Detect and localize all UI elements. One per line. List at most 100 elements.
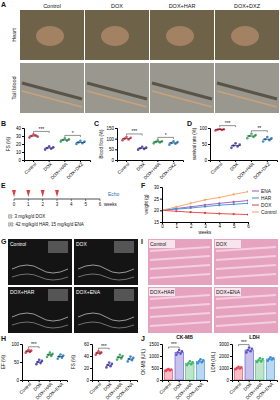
mean-line <box>215 129 224 130</box>
tick: Control <box>210 160 224 175</box>
tick-label: 3000 <box>219 342 230 347</box>
point <box>269 356 272 359</box>
tick: 50 <box>14 360 22 365</box>
bar <box>234 368 242 380</box>
image-detail <box>22 83 82 99</box>
image-label: DOX+ENA <box>76 289 101 295</box>
tick-mark <box>90 356 92 357</box>
image-detail <box>78 322 134 328</box>
panel-letter: F <box>141 182 146 189</box>
tick-label: 0 <box>226 378 229 383</box>
image-detail <box>152 83 212 99</box>
point <box>79 140 82 143</box>
image-detail <box>22 91 82 107</box>
panel-letter: I <box>141 238 143 245</box>
tick-mark <box>160 380 162 381</box>
tick-mark <box>160 210 162 211</box>
axis-title: FS (%) <box>6 136 11 151</box>
mean-line <box>169 142 178 143</box>
end-label: Echo <box>108 191 120 197</box>
mean-line <box>153 141 162 142</box>
tick: 20 <box>16 142 24 147</box>
tick-label: 1000 <box>219 366 230 371</box>
tick-label: DOX+ENA <box>185 382 204 400</box>
legend-swatch <box>252 212 259 213</box>
tick: Control <box>18 380 32 395</box>
tick-label: 1 <box>27 202 30 207</box>
tick: 1500 <box>149 342 162 347</box>
tick-label: DOX <box>43 162 53 172</box>
axis-title: survival rate (%) <box>192 127 197 160</box>
legend-swatch <box>252 198 259 199</box>
label-bg <box>149 240 175 248</box>
tick-label: 20 <box>84 366 90 371</box>
tick: 0 <box>226 378 232 383</box>
tick-label: 30 <box>154 185 160 190</box>
image-detail <box>216 256 276 260</box>
figure: ABCDEFGHIJControlDOXDOX+HARDOX+DXZHeartT… <box>0 0 280 400</box>
tick: DOX+DXZ <box>252 160 271 180</box>
tick-mark <box>14 199 15 201</box>
image-detail <box>78 313 134 321</box>
image <box>8 239 72 285</box>
tick-label: Control <box>88 382 102 396</box>
tick-label: DOX <box>136 162 146 172</box>
tick-label: DOX+DXZ <box>159 161 178 180</box>
tick-label: 30 <box>16 134 22 139</box>
bar <box>164 370 172 380</box>
image-detail <box>217 91 277 107</box>
chart: 0204060ControlDOXDOX+HARDOX+ENA*** <box>84 342 138 400</box>
tick-label: Control <box>24 162 38 176</box>
tick-mark <box>208 144 210 145</box>
tick-label: 0 <box>161 224 164 229</box>
tick: 0 <box>156 378 162 383</box>
tick-label: 3 <box>204 224 207 229</box>
legend-swatch <box>252 205 259 206</box>
point <box>157 139 160 142</box>
tick-mark <box>160 344 162 345</box>
axis: 0204060 <box>84 342 93 383</box>
annotation: *** <box>31 341 37 347</box>
point <box>245 351 248 354</box>
axis: ControlDOXDOX+HARDOX+DXZ <box>210 160 278 181</box>
axis-title: weeks <box>199 230 213 235</box>
tick-label: 0 <box>156 378 159 383</box>
tick-mark <box>22 160 24 161</box>
point <box>125 136 128 139</box>
point <box>27 348 30 351</box>
image-detail <box>150 274 210 278</box>
tick-label: Control <box>18 382 32 396</box>
marker <box>190 202 192 204</box>
tick-label: 60 <box>84 342 90 347</box>
bar <box>245 350 253 380</box>
tick-mark <box>90 380 92 381</box>
tick: 6 <box>247 222 250 229</box>
image-detail <box>150 322 210 326</box>
axis: 050100150 <box>106 126 117 163</box>
note: (i): 3 mg/kg/d DOX <box>8 214 45 219</box>
tick: 0 <box>111 158 117 163</box>
tick-label: 50 <box>14 360 20 365</box>
image <box>74 287 138 333</box>
tick: 150 <box>106 126 117 131</box>
tick: 25 <box>154 197 162 202</box>
image-detail <box>150 256 210 260</box>
tick: 2000 <box>219 354 232 359</box>
chart-title: LDH <box>249 334 260 340</box>
tick-label: DOX+ENA <box>45 382 64 400</box>
tick: Control <box>88 380 102 395</box>
tick-label: 6 <box>247 224 250 229</box>
tick-mark <box>22 136 24 137</box>
tick-label: 2 <box>41 202 44 207</box>
tick: 0 <box>18 158 24 163</box>
note: (ii): 42 mg/kg/d HAR, 15 mg/kg/d ENA <box>8 222 84 227</box>
tick: 100 <box>199 126 210 131</box>
tick-label: 0 <box>16 378 19 383</box>
marker <box>175 208 177 210</box>
image <box>214 239 278 285</box>
axis-title: CK-MB (U/L) <box>141 349 146 375</box>
point <box>75 143 78 146</box>
marker <box>204 199 206 201</box>
image-detail <box>150 313 210 317</box>
tick: Control <box>228 380 242 395</box>
